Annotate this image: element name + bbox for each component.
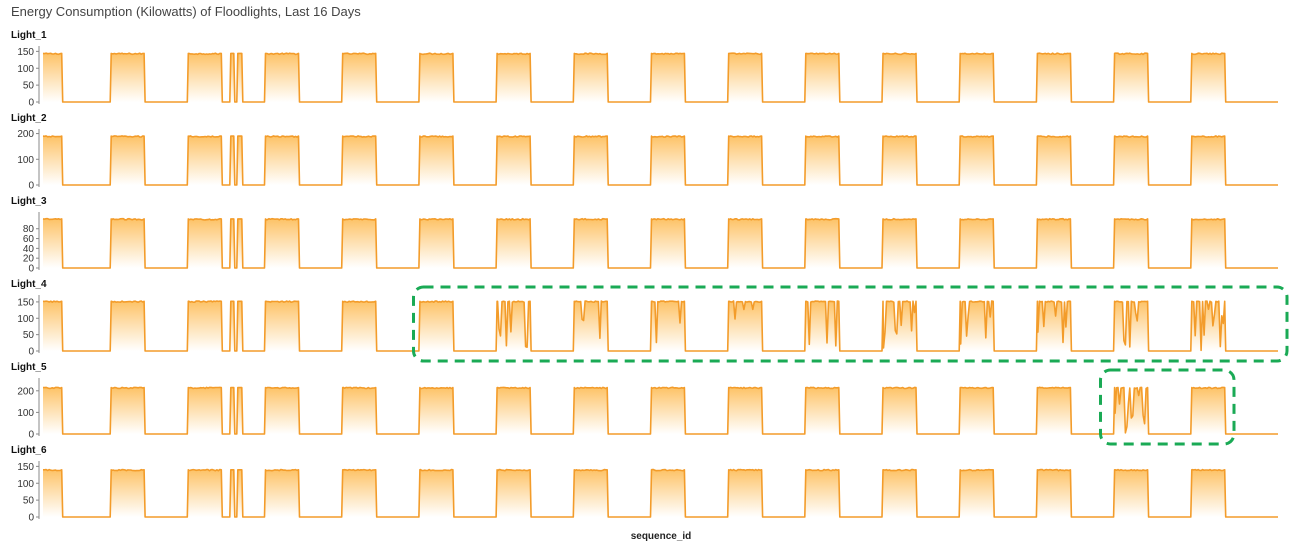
series-area-light-3 xyxy=(43,218,1278,268)
series-label: Light_3 xyxy=(11,196,47,207)
series-label: Light_4 xyxy=(11,279,47,290)
chart-title: Energy Consumption (Kilowatts) of Floodl… xyxy=(11,4,361,19)
y-tick-label: 40 xyxy=(23,244,35,255)
y-tick-label: 0 xyxy=(28,347,34,358)
y-tick-label: 0 xyxy=(28,430,34,441)
series-area-light-2 xyxy=(43,135,1278,185)
y-tick-label: 50 xyxy=(23,81,35,92)
y-tick-label: 0 xyxy=(28,98,34,109)
series-area-light-4 xyxy=(43,301,1278,351)
series-line-light-3 xyxy=(42,217,1278,269)
y-tick-label: 0 xyxy=(28,513,34,524)
y-tick-label: 200 xyxy=(17,386,34,397)
y-tick-label: 0 xyxy=(28,264,34,275)
y-tick-label: 100 xyxy=(17,155,34,166)
series-area-light-5 xyxy=(43,387,1278,434)
series-label: Light_6 xyxy=(11,445,47,456)
y-tick-label: 150 xyxy=(17,47,34,58)
highlight-box-light-4 xyxy=(412,285,1289,363)
panel-light-4: Light_4 0 50 100 150 xyxy=(11,279,1278,358)
series-label: Light_1 xyxy=(11,30,47,41)
y-tick-label: 100 xyxy=(17,64,34,75)
y-tick-label: 150 xyxy=(17,462,34,473)
y-tick-label: 100 xyxy=(17,408,34,419)
panel-light-6: Light_6 0 50 100 150 xyxy=(11,445,1278,524)
series-area-light-6 xyxy=(43,469,1278,517)
y-tick-label: 100 xyxy=(17,314,34,325)
series-line-light-5 xyxy=(43,386,1278,435)
y-tick-label: 200 xyxy=(17,129,34,140)
y-tick-label: 80 xyxy=(23,224,35,235)
panel-light-5: Light_5 0 100 200 xyxy=(11,362,1278,441)
y-tick-label: 60 xyxy=(23,234,35,245)
series-line-light-1 xyxy=(42,52,1278,103)
series-line-light-2 xyxy=(42,135,1278,186)
y-tick-label: 50 xyxy=(23,496,35,507)
y-tick-label: 100 xyxy=(17,479,34,490)
y-tick-label: 20 xyxy=(23,254,35,265)
series-label: Light_5 xyxy=(11,362,47,373)
highlight-box-light-5 xyxy=(1099,368,1236,446)
x-axis-label: sequence_id xyxy=(631,531,692,542)
series-line-light-4 xyxy=(42,300,1278,352)
panel-light-2: Light_2 0 100 200 xyxy=(11,113,1278,192)
series-label: Light_2 xyxy=(11,113,47,124)
series-line-light-6 xyxy=(43,468,1278,518)
y-tick-label: 150 xyxy=(17,297,34,308)
y-tick-label: 0 xyxy=(28,181,34,192)
series-area-light-1 xyxy=(43,53,1278,102)
y-tick-label: 50 xyxy=(23,330,35,341)
panel-light-1: Light_1 0 50 100 150 xyxy=(11,30,1278,109)
